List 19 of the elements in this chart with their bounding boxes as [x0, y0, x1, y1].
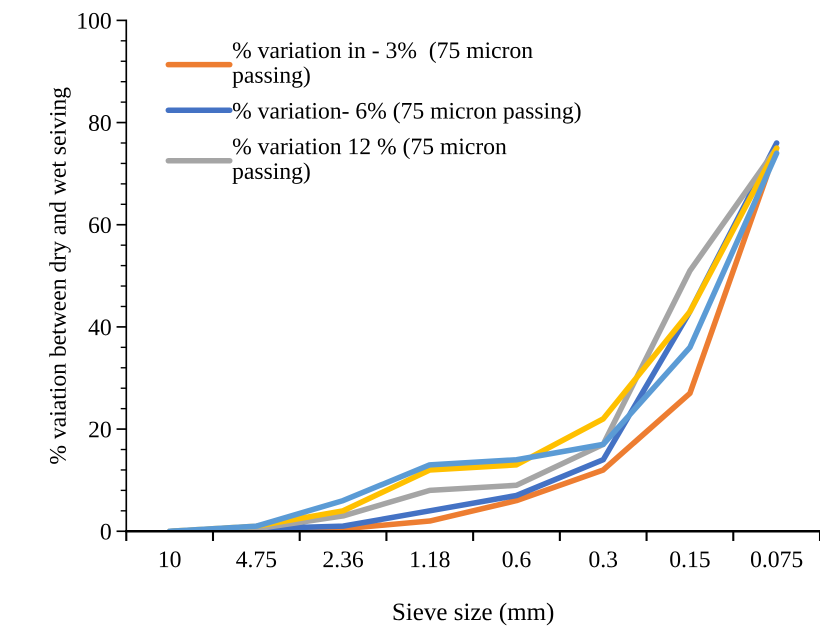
- y-tick-label: 80: [88, 115, 111, 131]
- x-axis-title: Sieve size (mm): [394, 602, 554, 626]
- legend-label: % variation- 6% (75 micron passing): [232, 102, 581, 124]
- x-tick-label: 4.75: [236, 552, 276, 568]
- y-tick-label: 20: [89, 422, 111, 438]
- x-tick-label: 2.36: [323, 551, 364, 568]
- y-tick-label: 0: [100, 524, 111, 540]
- x-tick-label: 10: [160, 551, 181, 568]
- x-tick-label: 0.075: [750, 551, 802, 568]
- y-tick-label: 100: [78, 12, 111, 29]
- legend-label: % variation in - 3% (75 micron passing): [232, 42, 533, 88]
- x-tick-label: 1.18: [411, 551, 450, 568]
- y-tick-label: 40: [88, 319, 111, 336]
- x-tick-label: 0.3: [589, 551, 618, 568]
- x-tick-label: 0.6: [502, 551, 531, 568]
- x-tick-label: 0.15: [670, 551, 710, 568]
- y-tick-label: 60: [89, 217, 111, 234]
- legend-label: % variation 12 % (75 micron passing): [232, 138, 506, 184]
- y-axis-title: % vaiation between dry and wet seiving: [49, 87, 71, 464]
